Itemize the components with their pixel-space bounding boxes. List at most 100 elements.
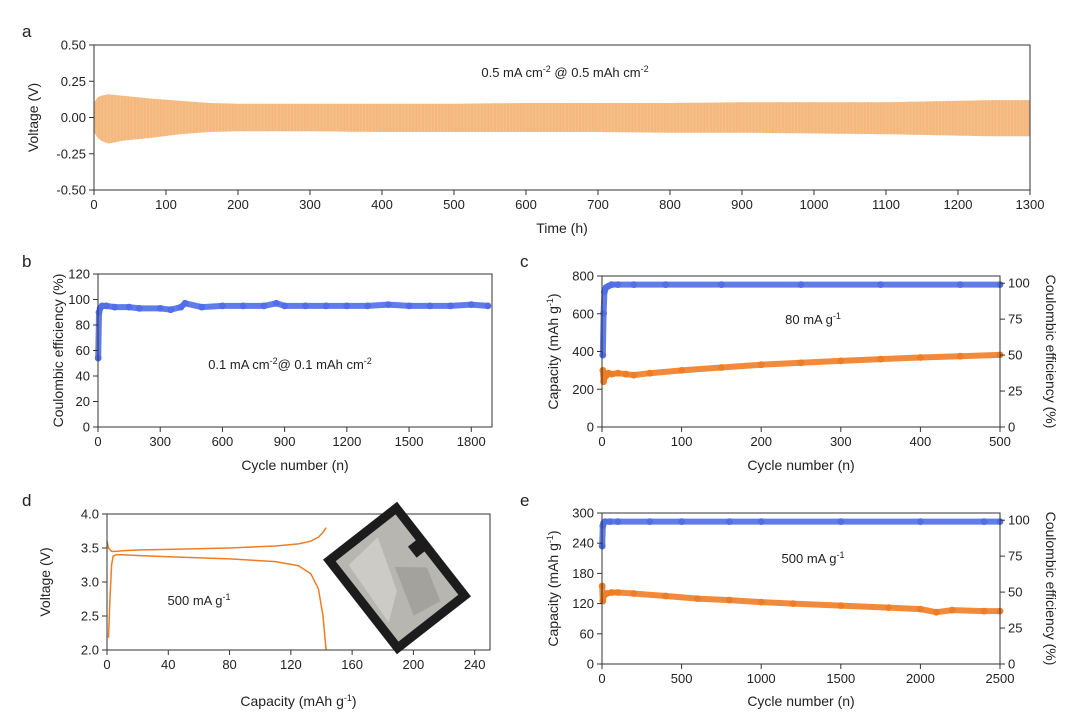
data-point bbox=[467, 301, 475, 308]
y2-tick-label: 100 bbox=[1008, 276, 1030, 291]
x-axis-title: Cycle number (n) bbox=[747, 693, 854, 709]
y2-tick-label: 75 bbox=[1008, 549, 1022, 564]
panel-label: e bbox=[520, 491, 529, 510]
y2-tick-label: 25 bbox=[1008, 384, 1022, 399]
data-point bbox=[102, 302, 110, 310]
y-axis: 0 20 40 60 80 100 120 bbox=[68, 267, 98, 435]
panel-label: d bbox=[22, 491, 31, 510]
x-tick-label: 100 bbox=[155, 197, 177, 212]
pouch-cell-foil bbox=[335, 514, 459, 642]
x-tick-label: 1500 bbox=[395, 434, 424, 449]
y2-tick-label: 0 bbox=[1008, 657, 1015, 672]
condition-annotation: 500 mA g-1 bbox=[782, 550, 845, 566]
condition-annotation: 80 mA g-1 bbox=[785, 311, 841, 327]
data-point bbox=[302, 302, 309, 310]
plot-frame bbox=[601, 512, 1001, 665]
data-point bbox=[917, 518, 924, 525]
panel-label: b bbox=[22, 252, 31, 271]
x-tick-label: 0 bbox=[94, 434, 101, 449]
y-tick-label: 120 bbox=[68, 267, 90, 282]
data-band bbox=[599, 583, 1003, 616]
data-point bbox=[601, 518, 609, 525]
plot-frame bbox=[97, 273, 493, 428]
y-axis: 0.50 0.25 0.00 -0.25 -0.50 bbox=[56, 38, 94, 198]
data-point bbox=[156, 305, 164, 312]
y2-tick-label: 25 bbox=[1008, 621, 1022, 636]
data-band bbox=[599, 351, 1003, 385]
x-tick-label: 800 bbox=[659, 197, 681, 212]
x-tick-label: 300 bbox=[299, 197, 321, 212]
data-point bbox=[956, 352, 964, 360]
y2-tick-label: 50 bbox=[1008, 348, 1022, 363]
data-point bbox=[726, 596, 733, 604]
data-point bbox=[198, 303, 206, 311]
panel-d: d 0 40 80 120 160 200 240 2.0 2.5 3.0 3.5 4.0 Capacit… bbox=[22, 491, 491, 709]
x-tick-label: 200 bbox=[227, 197, 249, 212]
x-axis: 0 300 600 900 1200 1500 1800 bbox=[94, 427, 486, 449]
y-tick-label: 60 bbox=[76, 343, 90, 358]
panel-a: a 0 100 200 300 400 500 600 700 800 900 1000 1100 120… bbox=[22, 22, 1044, 236]
data-point bbox=[136, 305, 143, 312]
data-point bbox=[167, 306, 175, 314]
data-point bbox=[281, 302, 288, 310]
x-tick-label: 1500 bbox=[826, 671, 855, 686]
y-axis-title: Capacity (mAh g-1) bbox=[545, 530, 561, 646]
data-point bbox=[111, 303, 118, 311]
condition-annotation: 0.5 mA cm-2 @ 0.5 mAh cm-2 bbox=[481, 64, 648, 80]
data-point bbox=[718, 281, 725, 288]
data-point bbox=[322, 302, 330, 310]
data-point bbox=[614, 369, 622, 377]
panel-e: e0 500 1000 1500 2000 25000601201802403000255… bbox=[520, 491, 1059, 709]
y-tick-label: -0.25 bbox=[56, 146, 86, 161]
data-point bbox=[678, 367, 685, 374]
data-point bbox=[405, 302, 413, 310]
data-point bbox=[726, 518, 733, 525]
data-point bbox=[917, 354, 924, 361]
pouch-cell-photo bbox=[323, 501, 471, 655]
data-point bbox=[980, 607, 988, 615]
x-tick-label: 1200 bbox=[332, 434, 361, 449]
data-point bbox=[980, 518, 988, 525]
x-tick-label: 400 bbox=[371, 197, 393, 212]
data-point bbox=[797, 359, 805, 367]
y-tick-label: 600 bbox=[572, 306, 594, 321]
y-axis-title: Capacity (mAh g-1) bbox=[545, 293, 561, 409]
y2-axis-title: Coulombic efficiency (%) bbox=[1043, 512, 1059, 666]
x-axis: 0 40 80 120 160 200 240 bbox=[103, 650, 486, 672]
data-point bbox=[608, 589, 615, 596]
condition-annotation: 500 mA g-1 bbox=[168, 592, 231, 608]
y-tick-label: 0 bbox=[83, 420, 90, 435]
data-point bbox=[608, 281, 615, 288]
y-tick-label: 180 bbox=[572, 566, 594, 581]
data-point bbox=[877, 355, 884, 363]
x-axis-title: Capacity (mAh g-1) bbox=[240, 693, 356, 709]
y-tick-label: 2.0 bbox=[81, 643, 99, 658]
pouch-cell-foil-shadow bbox=[394, 567, 441, 616]
y-tick-label: 200 bbox=[572, 382, 594, 397]
y-axis: 0 60 120 180 240 300 bbox=[572, 506, 602, 672]
x-tick-label: 300 bbox=[830, 434, 852, 449]
y-tick-label: 400 bbox=[572, 344, 594, 359]
y2-tick-label: 0 bbox=[1008, 420, 1015, 435]
data-point bbox=[646, 369, 654, 377]
capacity-series bbox=[598, 582, 1004, 616]
x-tick-label: 240 bbox=[464, 657, 486, 672]
data-point bbox=[678, 518, 685, 525]
y-axis: 2.0 2.5 3.0 3.5 4.0 bbox=[81, 507, 107, 658]
data-point bbox=[219, 302, 226, 310]
data-point bbox=[694, 595, 701, 602]
y-tick-label: 2.5 bbox=[81, 609, 99, 624]
data-point bbox=[877, 281, 884, 288]
data-point bbox=[622, 370, 630, 378]
data-point bbox=[125, 303, 133, 311]
data-point bbox=[614, 518, 622, 525]
x-tick-label: 400 bbox=[910, 434, 932, 449]
data-point bbox=[917, 605, 924, 613]
y-tick-label: 0 bbox=[587, 420, 594, 435]
data-point bbox=[757, 361, 765, 369]
data-point bbox=[662, 592, 670, 600]
x-tick-label: 120 bbox=[280, 657, 302, 672]
data-point bbox=[837, 357, 845, 365]
data-point bbox=[484, 302, 492, 310]
x-tick-label: 1800 bbox=[457, 434, 486, 449]
